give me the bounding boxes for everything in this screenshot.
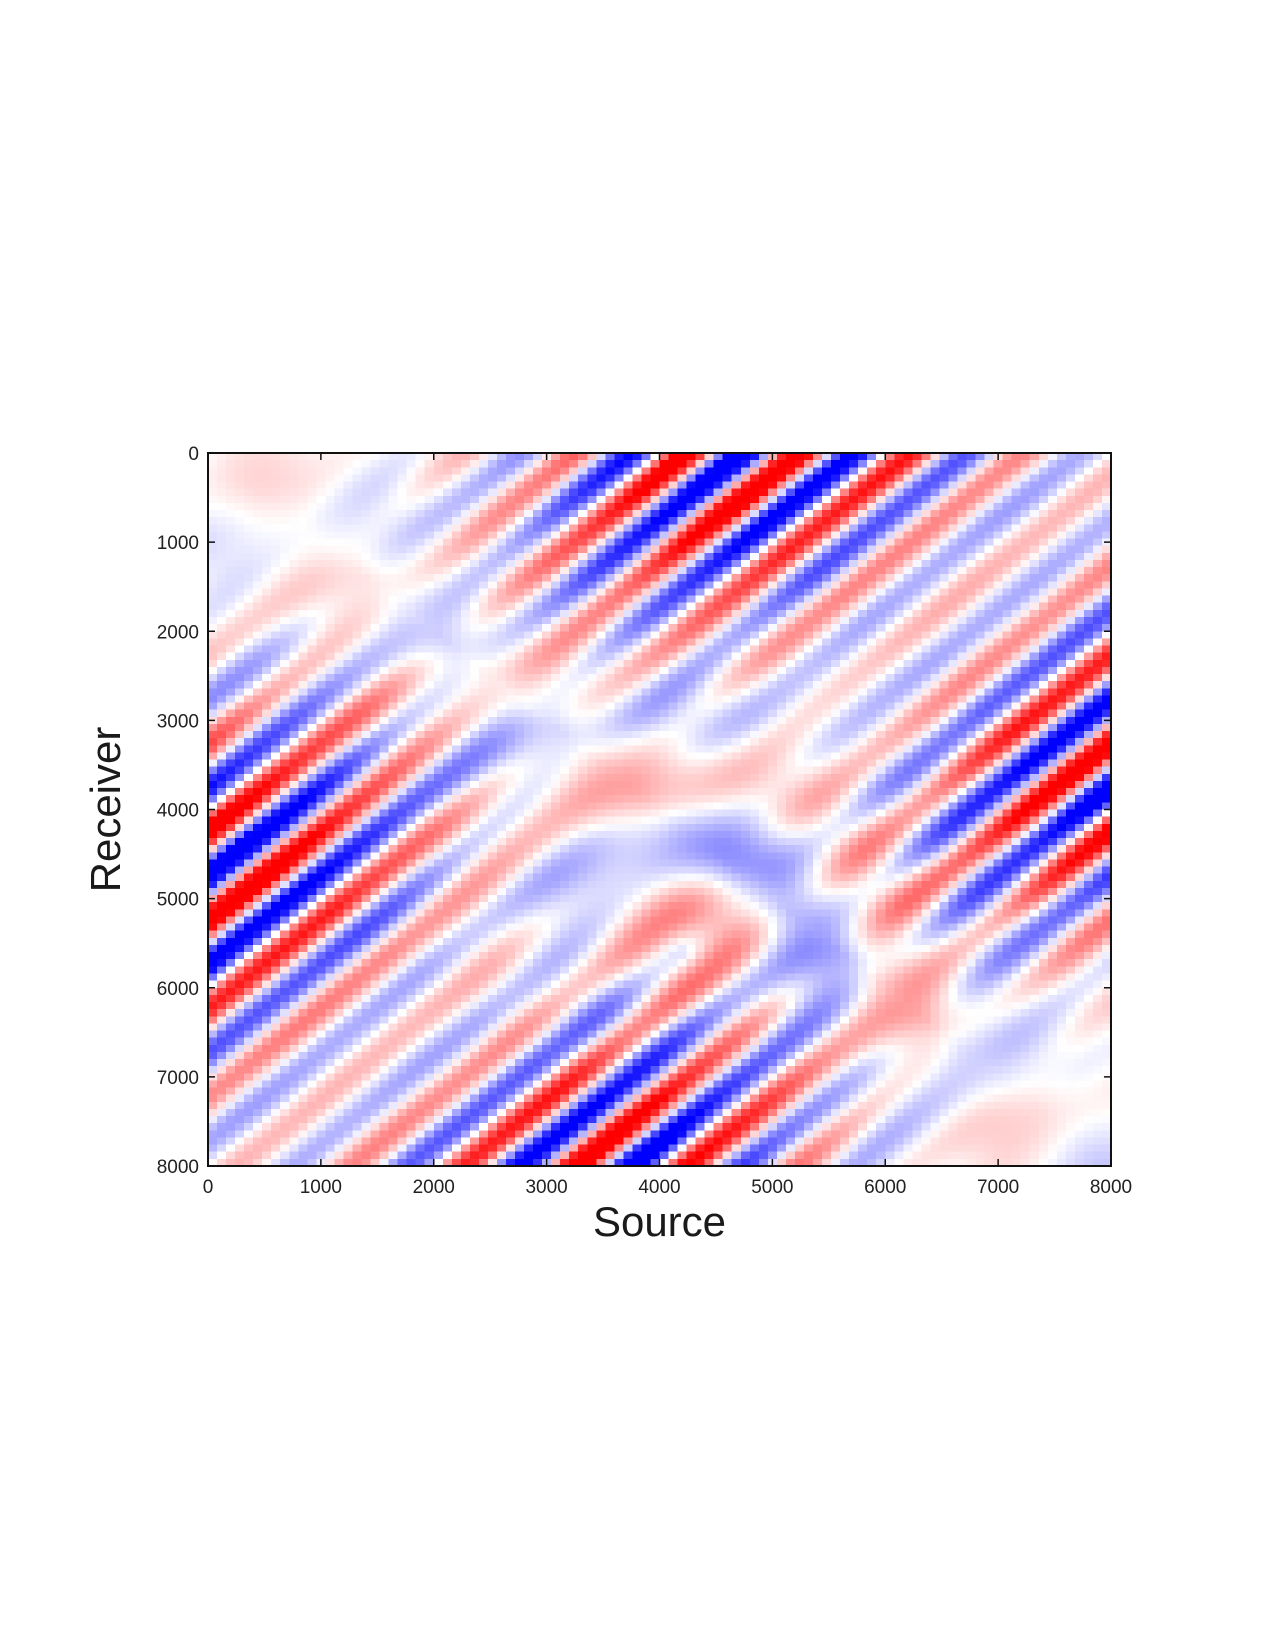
y-tick-label: 2000 [157, 622, 199, 643]
x-tick-label: 5000 [751, 1177, 793, 1198]
y-tick-label: 7000 [157, 1068, 199, 1089]
x-tick-label: 3000 [525, 1177, 567, 1198]
y-tick-label: 4000 [157, 801, 199, 822]
y-tick-label: 0 [188, 444, 199, 465]
heatmap-image [208, 453, 1111, 1166]
x-axis-ticks: 0 1000 2000 3000 4000 5000 6000 7000 8000 [203, 453, 1132, 1198]
y-tick-label: 5000 [157, 890, 199, 911]
x-tick-label: 0 [203, 1177, 214, 1198]
y-tick-label: 8000 [157, 1157, 199, 1178]
y-axis-ticks: 0 1000 2000 3000 4000 5000 6000 7000 8000 [157, 444, 1111, 1178]
x-tick-label: 4000 [638, 1177, 680, 1198]
y-tick-label: 1000 [157, 533, 199, 554]
x-tick-label: 6000 [864, 1177, 906, 1198]
x-axis-title: Source [593, 1198, 726, 1245]
plot-frame [207, 452, 1112, 1167]
y-tick-label: 3000 [157, 711, 199, 732]
y-axis-title: Receiver [82, 727, 129, 893]
x-tick-label: 8000 [1090, 1177, 1132, 1198]
x-tick-label: 2000 [413, 1177, 455, 1198]
x-tick-label: 1000 [300, 1177, 342, 1198]
y-tick-label: 6000 [157, 979, 199, 1000]
x-tick-label: 7000 [977, 1177, 1019, 1198]
